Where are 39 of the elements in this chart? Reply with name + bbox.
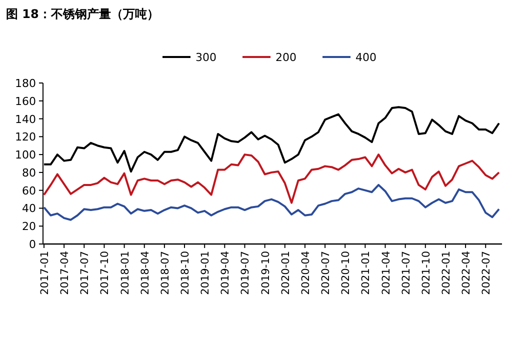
x-tick-label: 2019-07 xyxy=(240,251,252,295)
x-tick-label: 2021-04 xyxy=(380,250,392,295)
y-tick-label: 100 xyxy=(15,148,36,162)
chart-title: 图 18：不锈钢产量（万吨） xyxy=(6,7,159,21)
x-tick-label: 2019-01 xyxy=(200,251,212,295)
x-tick-label: 2020-04 xyxy=(300,250,312,295)
y-tick-label: 0 xyxy=(29,238,36,251)
y-tick-label: 20 xyxy=(22,220,36,234)
y-tick-label: 140 xyxy=(15,112,36,126)
x-tick-label: 2018-01 xyxy=(119,251,132,295)
y-tick-label: 60 xyxy=(22,184,36,198)
y-tick-label: 80 xyxy=(22,166,36,180)
x-tick-label: 2018-07 xyxy=(159,251,172,295)
x-tick-label: 2021-01 xyxy=(360,251,372,295)
x-tick-label: 2018-10 xyxy=(180,251,192,295)
x-tick-label: 2019-04 xyxy=(220,250,232,295)
line-series xyxy=(43,184,500,221)
x-tick-label: 2020-01 xyxy=(280,251,292,295)
x-tick-label: 2019-10 xyxy=(260,251,272,295)
legend-label: 200 xyxy=(276,51,296,64)
x-tick-label: 2017-04 xyxy=(59,250,72,295)
legend-label: 300 xyxy=(196,51,216,64)
y-tick-label: 160 xyxy=(15,94,36,108)
x-tick-label: 2022-07 xyxy=(480,251,493,295)
y-tick-label: 120 xyxy=(15,130,36,144)
legend-label: 400 xyxy=(356,51,376,64)
x-tick-label: 2020-10 xyxy=(340,251,352,295)
x-tick-label: 2017-01 xyxy=(39,251,51,295)
x-tick-label: 2020-07 xyxy=(320,251,332,295)
x-tick-label: 2018-04 xyxy=(139,250,152,295)
x-tick-label: 2017-07 xyxy=(79,251,92,295)
x-tick-label: 2021-10 xyxy=(420,251,432,295)
y-tick-label: 40 xyxy=(22,202,36,216)
line-series xyxy=(43,154,500,204)
x-tick-label: 2017-10 xyxy=(99,251,112,295)
x-tick-label: 2022-04 xyxy=(460,250,473,295)
x-tick-label: 2021-07 xyxy=(400,251,412,295)
x-tick-label: 2022-01 xyxy=(440,251,452,295)
y-tick-label: 180 xyxy=(15,77,36,90)
